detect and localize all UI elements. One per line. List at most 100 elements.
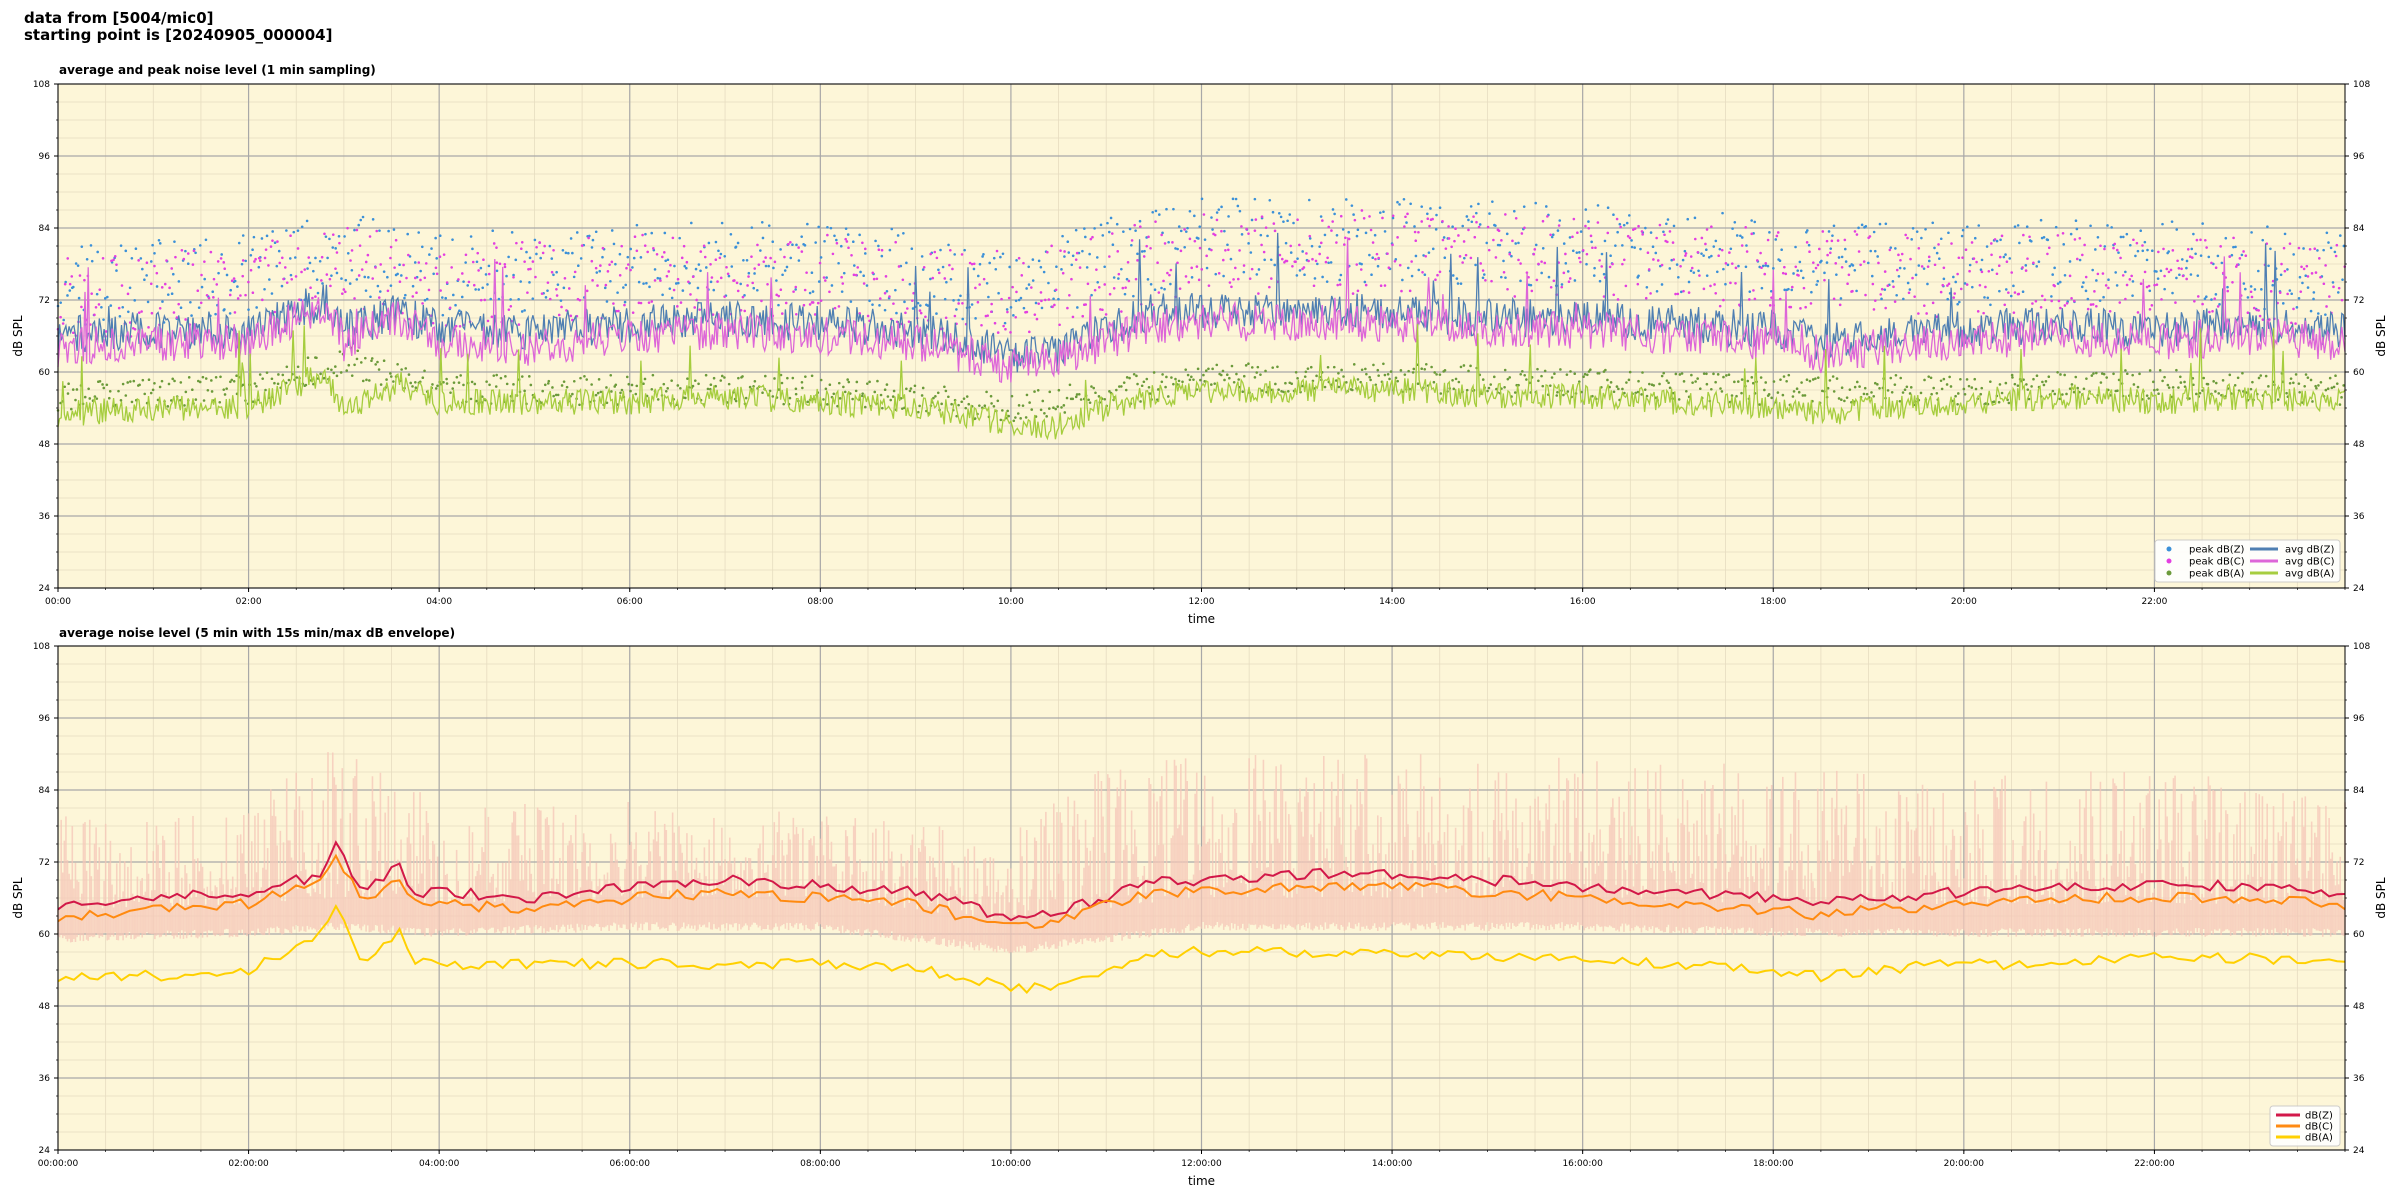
peak-point [2091, 268, 2094, 272]
peak-point [1379, 211, 1382, 214]
peak-point [635, 384, 639, 388]
peak-point [1247, 362, 1250, 366]
y-tick-label-right: 60 [2353, 368, 2365, 378]
peak-point [2326, 387, 2330, 391]
peak-point [806, 222, 809, 226]
peak-point [1564, 262, 1568, 265]
peak-point [1557, 224, 1561, 227]
peak-point [1482, 273, 1486, 276]
peak-point [276, 382, 280, 386]
peak-point [1481, 378, 1485, 381]
peak-point [1489, 383, 1493, 386]
peak-point [1931, 221, 1935, 225]
peak-point [1808, 379, 1812, 383]
peak-point [2292, 381, 2295, 385]
peak-point [1811, 378, 1815, 381]
peak-point [2035, 265, 2039, 268]
peak-point [1980, 270, 1984, 274]
peak-point [694, 267, 698, 271]
peak-point [735, 281, 739, 285]
peak-point [1720, 248, 1724, 252]
peak-point [1897, 253, 1900, 257]
peak-point [1086, 282, 1090, 286]
peak-point [1641, 371, 1644, 374]
peak-point [702, 244, 706, 248]
peak-point [179, 306, 183, 310]
peak-point [1905, 385, 1909, 389]
peak-point [364, 356, 367, 360]
peak-point [505, 274, 508, 278]
peak-point [180, 248, 184, 252]
peak-point [1116, 250, 1120, 253]
peak-point [1424, 362, 1428, 366]
peak-point [1649, 231, 1653, 234]
peak-point [239, 294, 242, 297]
peak-point [315, 356, 318, 360]
peak-point [404, 293, 407, 297]
peak-point [325, 273, 329, 276]
peak-point [1814, 377, 1817, 380]
peak-point [2003, 303, 2007, 307]
peak-point [1422, 254, 1425, 257]
peak-point [2008, 257, 2012, 260]
peak-point [364, 289, 368, 292]
peak-point [1043, 298, 1047, 302]
peak-point [319, 372, 322, 376]
peak-point [1210, 383, 1213, 386]
peak-point [1974, 387, 1978, 391]
peak-point [2313, 247, 2317, 251]
peak-point [1235, 372, 1238, 376]
peak-point [2318, 257, 2321, 260]
peak-point [1068, 293, 1071, 297]
peak-point [2000, 391, 2004, 395]
x-tick-label: 08:00 [807, 597, 833, 607]
peak-point [436, 384, 439, 388]
peak-point [2327, 241, 2330, 244]
peak-point [1812, 270, 1815, 273]
peak-point [858, 233, 861, 237]
peak-point [970, 262, 974, 266]
peak-point [1751, 381, 1755, 385]
peak-point [707, 241, 711, 245]
peak-point [1075, 393, 1079, 396]
peak-point [2107, 286, 2110, 290]
peak-point [149, 282, 153, 286]
peak-point [107, 396, 111, 400]
peak-point [1424, 254, 1428, 258]
peak-point [1927, 259, 1931, 263]
peak-point [723, 254, 727, 258]
peak-point [1056, 405, 1060, 408]
peak-point [699, 250, 703, 253]
peak-point [1309, 365, 1313, 369]
peak-point [926, 304, 930, 307]
peak-point [1827, 230, 1831, 233]
peak-point [1899, 376, 1903, 380]
peak-point [171, 272, 175, 276]
peak-point [1976, 310, 1980, 313]
peak-point [714, 384, 717, 388]
peak-point [1469, 364, 1472, 368]
peak-point [2065, 301, 2069, 305]
peak-point [105, 383, 109, 387]
peak-point [1684, 254, 1687, 257]
peak-point [1161, 373, 1164, 376]
peak-point [407, 373, 411, 376]
peak-point [734, 399, 738, 403]
peak-point [624, 283, 628, 287]
peak-point [1748, 298, 1751, 301]
peak-point [1318, 252, 1321, 256]
peak-point [2183, 380, 2186, 384]
peak-point [269, 245, 273, 248]
peak-point [1529, 283, 1533, 287]
peak-point [1396, 379, 1399, 383]
peak-point [1369, 378, 1372, 382]
peak-point [773, 377, 776, 380]
peak-point [2192, 232, 2195, 236]
peak-point [1198, 225, 1202, 228]
series-line [57, 237, 2346, 384]
peak-point [430, 247, 433, 250]
peak-point [2026, 257, 2029, 260]
peak-point [747, 275, 750, 278]
peak-point [280, 256, 284, 260]
peak-point [2203, 238, 2207, 242]
